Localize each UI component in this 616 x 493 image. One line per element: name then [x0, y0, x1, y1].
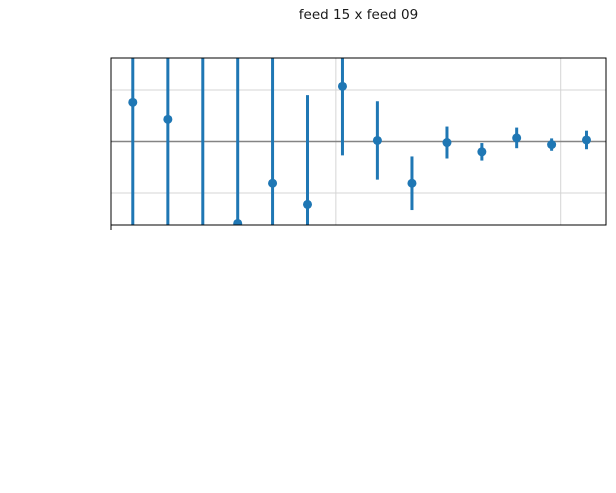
data-point-marker: [547, 140, 557, 150]
data-point-marker: [303, 199, 313, 209]
axes-spine: [110, 57, 607, 226]
data-point-marker: [477, 147, 487, 157]
subplot-cross-power-spectrum: [110, 57, 607, 249]
data-point-marker: [512, 133, 522, 143]
data-point-marker: [337, 81, 347, 91]
data-point-marker: [268, 178, 278, 188]
data-point-marker: [442, 138, 452, 148]
data-point-marker: [163, 114, 173, 124]
data-point-marker: [198, 240, 207, 249]
data-point-marker: [581, 135, 591, 145]
data-point-marker: [407, 178, 417, 188]
data-point-marker: [233, 218, 243, 225]
data-point-marker: [372, 135, 382, 145]
data-point-marker: [128, 97, 138, 107]
plot-area: [111, 58, 606, 249]
figure-title: feed 15 x feed 09: [298, 7, 419, 23]
